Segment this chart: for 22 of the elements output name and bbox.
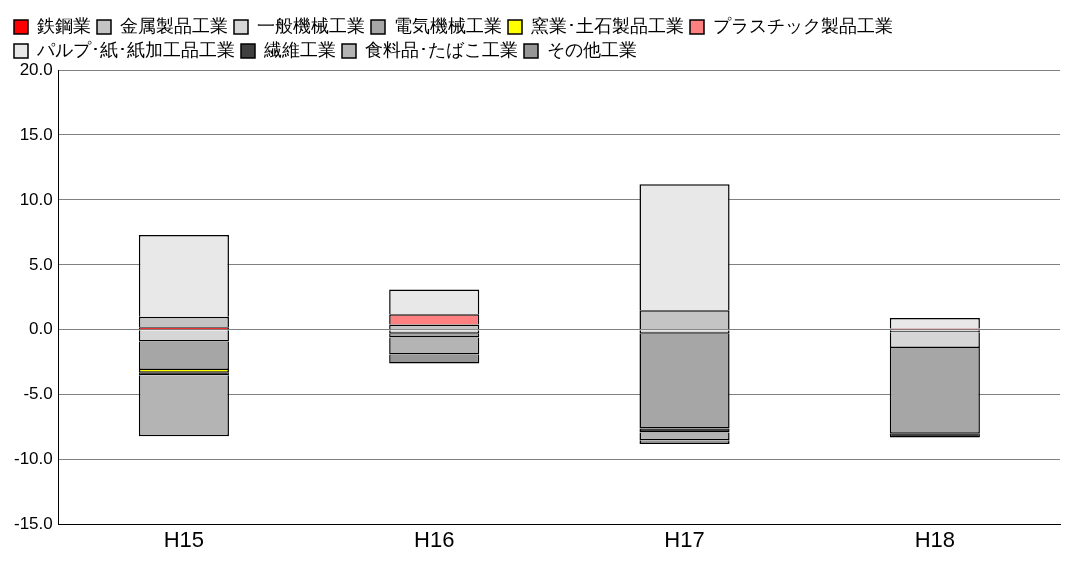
- y-tick-label: 20.0: [19, 59, 53, 79]
- x-tick-label: H16: [414, 526, 455, 552]
- y-tick-label: 10.0: [19, 189, 53, 209]
- legend-label: パルプ･紙･紙加工品工業: [36, 39, 235, 60]
- y-tick-label: 15.0: [19, 124, 53, 144]
- legend-label: 金属製品工業: [120, 15, 228, 36]
- legend-label: 窯業･土石製品工業: [531, 15, 684, 36]
- legend-label: 食料品･たばこ工業: [365, 39, 518, 60]
- y-tick-label: -15.0: [14, 514, 53, 534]
- legend-label: 一般機械工業: [257, 15, 365, 36]
- y-tick-label: -5.0: [23, 384, 53, 404]
- y-tick-label: 5.0: [29, 254, 53, 274]
- x-tick-label: H17: [664, 526, 705, 552]
- y-tick-label: 0.0: [29, 319, 53, 339]
- x-tick-label: H18: [914, 526, 956, 552]
- legend-label: 鉄鋼業: [37, 15, 91, 36]
- y-tick-label: -10.0: [14, 449, 53, 469]
- x-tick-label: H15: [163, 526, 205, 552]
- legend-label: 電気機械工業: [394, 15, 502, 36]
- legend-label: その他工業: [547, 39, 637, 60]
- legend-label: 繊維工業: [263, 39, 336, 60]
- legend-label: プラスチック製品工業: [713, 15, 893, 36]
